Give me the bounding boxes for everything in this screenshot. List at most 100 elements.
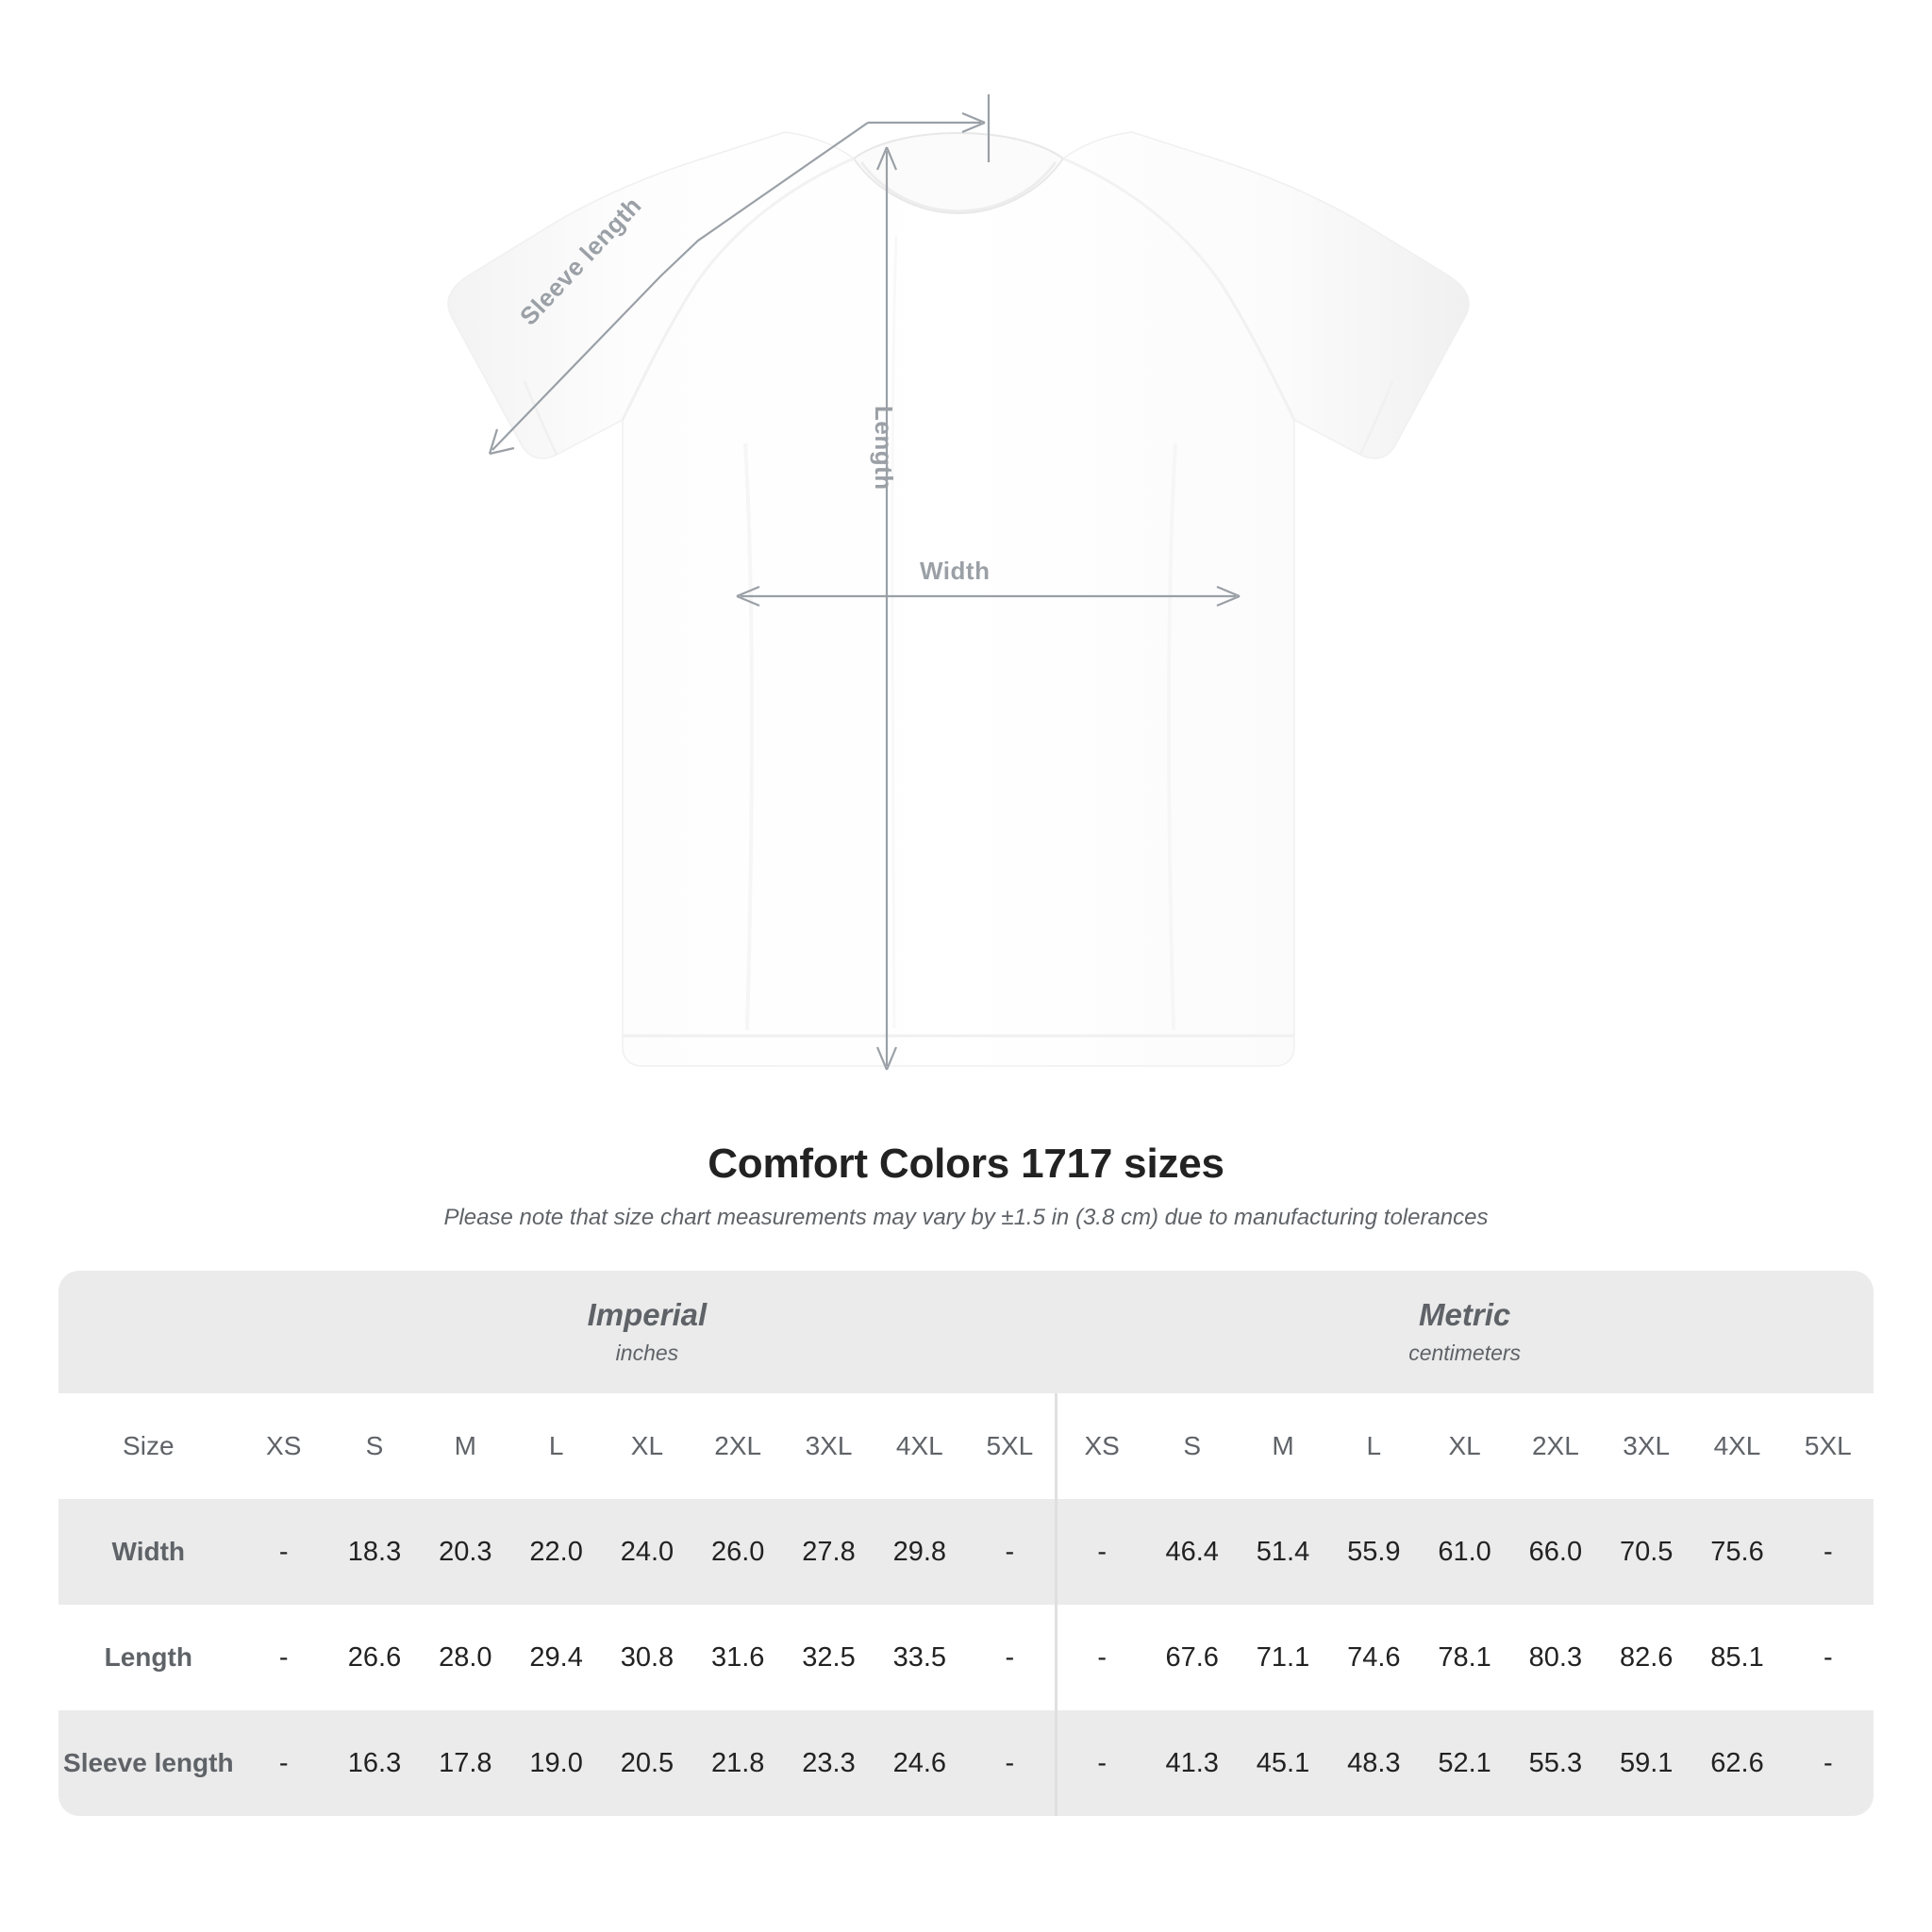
cell-sleeve-metric-s: 41.3 bbox=[1146, 1710, 1238, 1816]
cell-length-metric-3xl: 82.6 bbox=[1601, 1605, 1692, 1710]
length-annotation: Length bbox=[870, 406, 898, 491]
cell-sleeve-imperial-2xl: 21.8 bbox=[692, 1710, 784, 1816]
length-arrow-bottom bbox=[875, 1046, 898, 1071]
size-header-metric-l: L bbox=[1328, 1393, 1420, 1499]
size-header-imperial-s: S bbox=[328, 1393, 421, 1499]
cell-length-imperial-4xl: 33.5 bbox=[874, 1605, 965, 1710]
size-column-header: Size bbox=[58, 1393, 239, 1499]
width-arrow-right bbox=[1216, 585, 1241, 608]
cell-sleeve-metric-m: 45.1 bbox=[1237, 1710, 1329, 1816]
cell-width-imperial-4xl: 29.8 bbox=[874, 1499, 965, 1605]
cell-length-metric-2xl: 80.3 bbox=[1509, 1605, 1602, 1710]
cell-width-metric-3xl: 70.5 bbox=[1601, 1499, 1692, 1605]
unit-imperial-sub: inches bbox=[615, 1340, 679, 1365]
cell-width-imperial-l: 22.0 bbox=[510, 1499, 602, 1605]
size-header-metric-3xl: 3XL bbox=[1601, 1393, 1692, 1499]
size-chart-table: Imperial inches Metric centimeters Size … bbox=[58, 1271, 1874, 1816]
unit-metric-sub: centimeters bbox=[1408, 1340, 1522, 1365]
cell-width-imperial-s: 18.3 bbox=[328, 1499, 421, 1605]
unit-imperial-name: Imperial bbox=[587, 1297, 708, 1333]
tshirt-diagram-svg bbox=[447, 94, 1470, 1071]
cell-sleeve-metric-5xl: - bbox=[1782, 1710, 1874, 1816]
cell-sleeve-imperial-4xl: 24.6 bbox=[874, 1710, 965, 1816]
cell-length-metric-s: 67.6 bbox=[1146, 1605, 1238, 1710]
sleeve-diagonal-line bbox=[491, 122, 869, 451]
cell-length-imperial-5xl: - bbox=[964, 1605, 1057, 1710]
cell-width-imperial-2xl: 26.0 bbox=[692, 1499, 784, 1605]
table-row: Sleeve length - 16.3 17.8 19.0 20.5 21.8… bbox=[58, 1710, 1874, 1816]
size-chart-table-wrapper: Imperial inches Metric centimeters Size … bbox=[58, 1271, 1874, 1816]
size-header-metric-2xl: 2XL bbox=[1509, 1393, 1602, 1499]
cell-length-imperial-xs: - bbox=[238, 1605, 329, 1710]
cell-sleeve-imperial-xs: - bbox=[238, 1710, 329, 1816]
chart-heading: Comfort Colors 1717 sizes Please note th… bbox=[0, 1127, 1932, 1231]
unit-metric-name: Metric bbox=[1419, 1297, 1511, 1333]
cell-sleeve-metric-xl: 52.1 bbox=[1419, 1710, 1510, 1816]
cell-sleeve-metric-2xl: 55.3 bbox=[1509, 1710, 1602, 1816]
cell-width-imperial-3xl: 27.8 bbox=[783, 1499, 874, 1605]
cell-sleeve-metric-4xl: 62.6 bbox=[1691, 1710, 1783, 1816]
table-row: Width - 18.3 20.3 22.0 24.0 26.0 27.8 29… bbox=[58, 1499, 1874, 1605]
cell-sleeve-imperial-xl: 20.5 bbox=[601, 1710, 693, 1816]
cell-width-metric-xl: 61.0 bbox=[1419, 1499, 1510, 1605]
cell-width-imperial-xs: - bbox=[238, 1499, 329, 1605]
tshirt-illustration: Sleeve length Length Width bbox=[447, 94, 1470, 1071]
cell-width-metric-5xl: - bbox=[1782, 1499, 1874, 1605]
cell-width-metric-m: 51.4 bbox=[1237, 1499, 1329, 1605]
cell-width-metric-s: 46.4 bbox=[1146, 1499, 1238, 1605]
unit-band-spacer bbox=[58, 1271, 239, 1393]
size-header-metric-xs: XS bbox=[1054, 1393, 1147, 1499]
cell-length-imperial-s: 26.6 bbox=[328, 1605, 421, 1710]
cell-sleeve-imperial-5xl: - bbox=[964, 1710, 1057, 1816]
measurement-guides bbox=[488, 94, 1241, 1071]
cell-sleeve-metric-3xl: 59.1 bbox=[1601, 1710, 1692, 1816]
size-header-imperial-3xl: 3XL bbox=[783, 1393, 874, 1499]
cell-length-imperial-l: 29.4 bbox=[510, 1605, 602, 1710]
cell-length-metric-m: 71.1 bbox=[1237, 1605, 1329, 1710]
size-header-imperial-l: L bbox=[510, 1393, 602, 1499]
size-header-imperial-2xl: 2XL bbox=[692, 1393, 784, 1499]
cell-length-imperial-3xl: 32.5 bbox=[783, 1605, 874, 1710]
cell-sleeve-imperial-3xl: 23.3 bbox=[783, 1710, 874, 1816]
sleeve-arrow-top bbox=[961, 111, 986, 134]
cell-length-metric-l: 74.6 bbox=[1328, 1605, 1420, 1710]
cell-length-metric-4xl: 85.1 bbox=[1691, 1605, 1783, 1710]
cell-width-imperial-xl: 24.0 bbox=[601, 1499, 693, 1605]
cell-sleeve-imperial-m: 17.8 bbox=[420, 1710, 511, 1816]
cell-sleeve-metric-l: 48.3 bbox=[1328, 1710, 1420, 1816]
row-label-sleeve-length: Sleeve length bbox=[58, 1710, 239, 1816]
cell-width-metric-4xl: 75.6 bbox=[1691, 1499, 1783, 1605]
cell-length-imperial-2xl: 31.6 bbox=[692, 1605, 784, 1710]
unit-imperial-cell: Imperial inches bbox=[238, 1271, 1057, 1393]
length-arrow-top bbox=[875, 146, 898, 171]
tshirt-body-shape bbox=[447, 131, 1470, 1067]
width-annotation: Width bbox=[920, 557, 991, 585]
size-header-imperial-5xl: 5XL bbox=[964, 1393, 1057, 1499]
cell-length-metric-xs: - bbox=[1054, 1605, 1147, 1710]
cell-width-imperial-m: 20.3 bbox=[420, 1499, 511, 1605]
page-title: Comfort Colors 1717 sizes bbox=[708, 1141, 1224, 1187]
cell-length-metric-xl: 78.1 bbox=[1419, 1605, 1510, 1710]
size-header-imperial-xs: XS bbox=[238, 1393, 329, 1499]
cell-width-metric-xs: - bbox=[1054, 1499, 1147, 1605]
cell-length-imperial-xl: 30.8 bbox=[601, 1605, 693, 1710]
sleeve-arrow-bottom bbox=[488, 428, 515, 456]
size-header-metric-5xl: 5XL bbox=[1782, 1393, 1874, 1499]
tolerance-note: Please note that size chart measurements… bbox=[443, 1205, 1489, 1230]
cell-length-metric-5xl: - bbox=[1782, 1605, 1874, 1710]
table-row: Length - 26.6 28.0 29.4 30.8 31.6 32.5 3… bbox=[58, 1605, 1874, 1710]
size-header-metric-4xl: 4XL bbox=[1691, 1393, 1783, 1499]
size-header-metric-s: S bbox=[1146, 1393, 1238, 1499]
cell-length-imperial-m: 28.0 bbox=[420, 1605, 511, 1710]
cell-width-imperial-5xl: - bbox=[964, 1499, 1057, 1605]
cell-width-metric-l: 55.9 bbox=[1328, 1499, 1420, 1605]
size-header-metric-m: M bbox=[1237, 1393, 1329, 1499]
unit-system-header-row: Imperial inches Metric centimeters bbox=[58, 1271, 1874, 1393]
size-header-imperial-4xl: 4XL bbox=[874, 1393, 965, 1499]
cell-sleeve-imperial-s: 16.3 bbox=[328, 1710, 421, 1816]
size-header-row: Size XS S M L XL 2XL 3XL 4XL 5XL XS S M … bbox=[58, 1393, 1874, 1499]
cell-sleeve-metric-xs: - bbox=[1054, 1710, 1147, 1816]
cell-width-metric-2xl: 66.0 bbox=[1509, 1499, 1602, 1605]
unit-metric-cell: Metric centimeters bbox=[1056, 1271, 1874, 1393]
cell-sleeve-imperial-l: 19.0 bbox=[510, 1710, 602, 1816]
